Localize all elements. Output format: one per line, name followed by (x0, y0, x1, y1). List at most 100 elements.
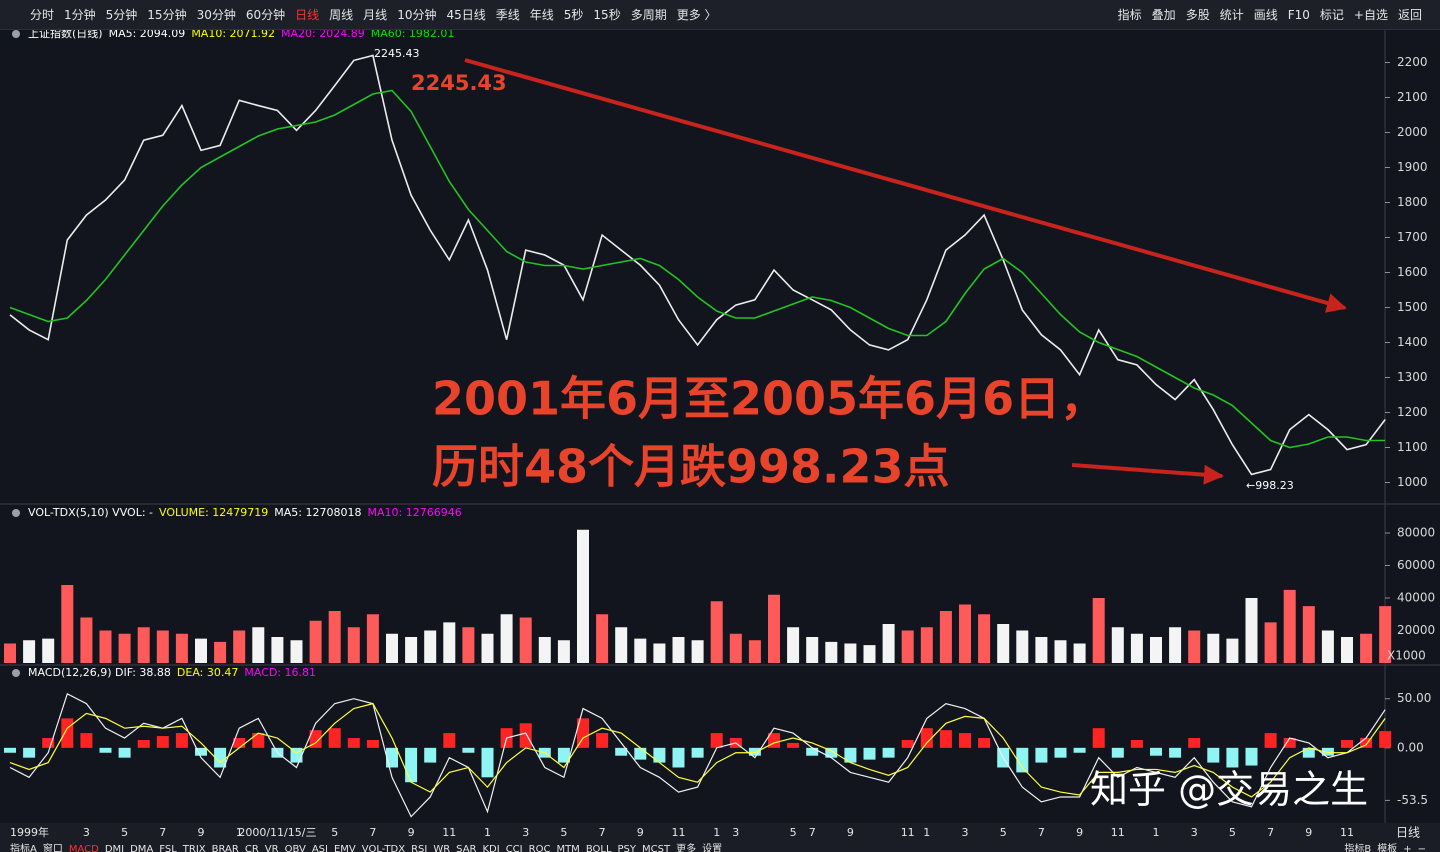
tab[interactable]: 指标B (1344, 844, 1372, 852)
tab[interactable]: PSY (617, 844, 637, 852)
tab[interactable]: 年线 (529, 8, 554, 22)
bar (252, 733, 265, 748)
bar (1302, 747, 1315, 758)
tab[interactable]: 指标A (10, 844, 37, 852)
bar (825, 747, 838, 758)
tab[interactable]: ROC (528, 844, 551, 852)
tab[interactable]: BOLL (585, 844, 612, 852)
bar (538, 637, 551, 663)
tabs-right: 指标B 模板 + − (1344, 843, 1432, 852)
x-tick-label: 9 (198, 826, 205, 839)
tab[interactable]: 叠加 (1151, 8, 1176, 22)
header-text: 上证指数(日线) (28, 30, 103, 40)
tab[interactable]: − (1417, 844, 1426, 852)
bar (42, 638, 55, 663)
bar (729, 633, 742, 663)
tab[interactable]: 5分钟 (105, 8, 138, 22)
tab[interactable]: MCST (642, 844, 671, 852)
bar (1188, 630, 1201, 663)
tab[interactable]: 1分钟 (64, 8, 96, 22)
x-tick-label: 5 (121, 826, 128, 839)
tab[interactable]: CCI (505, 844, 523, 852)
bar (634, 747, 647, 760)
x-tick-label: 3 (1191, 826, 1198, 839)
tab[interactable]: 周线 (329, 8, 354, 22)
tab[interactable]: BRAR (211, 844, 239, 852)
tab[interactable]: 多周期 (630, 8, 667, 22)
tab[interactable]: EMV (333, 844, 356, 852)
bar (328, 611, 341, 663)
tab[interactable]: OBV (284, 844, 306, 852)
tab[interactable]: 窗口 (42, 844, 63, 852)
tab[interactable]: FSL (159, 844, 177, 852)
bar (1321, 630, 1334, 663)
tab[interactable]: VOL-TDX (361, 844, 406, 852)
low-label: ←998.23 (1246, 479, 1294, 492)
tab[interactable]: RSI (411, 844, 428, 852)
tab[interactable]: 指标 (1117, 8, 1142, 22)
bar (1264, 622, 1277, 663)
tab[interactable]: SAR (456, 844, 477, 852)
x-tick-label: 3 (83, 826, 90, 839)
tab[interactable]: 月线 (363, 8, 388, 22)
tab[interactable]: 画线 (1253, 8, 1278, 22)
toolbar-right: 指标 叠加 多股 统计 画线 F10 标记 +自选 返回 (1118, 6, 1432, 23)
tab[interactable]: 日线 (295, 8, 320, 22)
tab[interactable]: VR (264, 844, 279, 852)
tab[interactable]: F10 (1287, 8, 1310, 22)
tab[interactable]: TRIX (182, 844, 206, 852)
bar (653, 747, 666, 763)
bar (405, 637, 418, 663)
bar (1054, 640, 1067, 663)
tab[interactable]: 分时 (30, 8, 55, 22)
tab[interactable]: 统计 (1219, 8, 1244, 22)
bar (1283, 589, 1296, 663)
bar (901, 739, 914, 748)
tab[interactable]: 60分钟 (245, 8, 286, 22)
tab[interactable]: 更多 〉 (676, 8, 717, 22)
tab[interactable]: 30分钟 (196, 8, 236, 22)
bar (519, 723, 532, 748)
tab[interactable]: 季线 (495, 8, 520, 22)
peak-annotation: 2245.43 (411, 71, 507, 95)
x-tick-label: 7 (1267, 826, 1274, 839)
tab[interactable]: 设置 (702, 844, 723, 852)
tab[interactable]: 模板 (1377, 844, 1398, 852)
tab[interactable]: 5秒 (563, 8, 584, 22)
bar (806, 637, 819, 663)
bar (634, 638, 647, 663)
bar (405, 747, 418, 783)
tab[interactable]: KDJ (482, 844, 500, 852)
bar (882, 624, 895, 663)
tab[interactable]: DMA (130, 844, 154, 852)
tab[interactable]: WR (433, 844, 451, 852)
bar (1379, 731, 1392, 748)
bar (691, 747, 704, 758)
bar (596, 733, 609, 748)
tab[interactable]: +自选 (1353, 8, 1388, 22)
tab[interactable]: 返回 (1397, 8, 1422, 22)
tab[interactable]: DMI (104, 844, 125, 852)
x-tick-label: 5 (560, 826, 567, 839)
bar (1341, 739, 1353, 748)
x-tick-label: 9 (1076, 826, 1083, 839)
tab[interactable]: 45日线 (446, 8, 486, 22)
tab[interactable]: ASI (311, 844, 328, 852)
tab[interactable]: 15秒 (593, 8, 621, 22)
tab[interactable]: 多股 (1185, 8, 1210, 22)
header-text: VOLUME: 12479719 (159, 506, 268, 519)
bar (978, 614, 991, 663)
tab[interactable]: 15分钟 (147, 8, 187, 22)
tab[interactable]: + (1403, 844, 1412, 852)
tab[interactable]: MACD (68, 844, 99, 852)
bar (1245, 598, 1258, 663)
tab[interactable]: MTM (556, 844, 580, 852)
y-tick-label: 1800 (1397, 195, 1428, 209)
tab[interactable]: CR (244, 844, 259, 852)
bar (825, 641, 838, 663)
tab[interactable]: 标记 (1319, 8, 1344, 22)
tab[interactable]: 10分钟 (397, 8, 437, 22)
tab[interactable]: 更多 (676, 844, 697, 852)
tabs-left: 指标A 窗口 MACD DMI DMA FSL TRIX BRAR CR VR OBV ASI EMV V… (10, 843, 728, 852)
bar (1379, 606, 1392, 663)
